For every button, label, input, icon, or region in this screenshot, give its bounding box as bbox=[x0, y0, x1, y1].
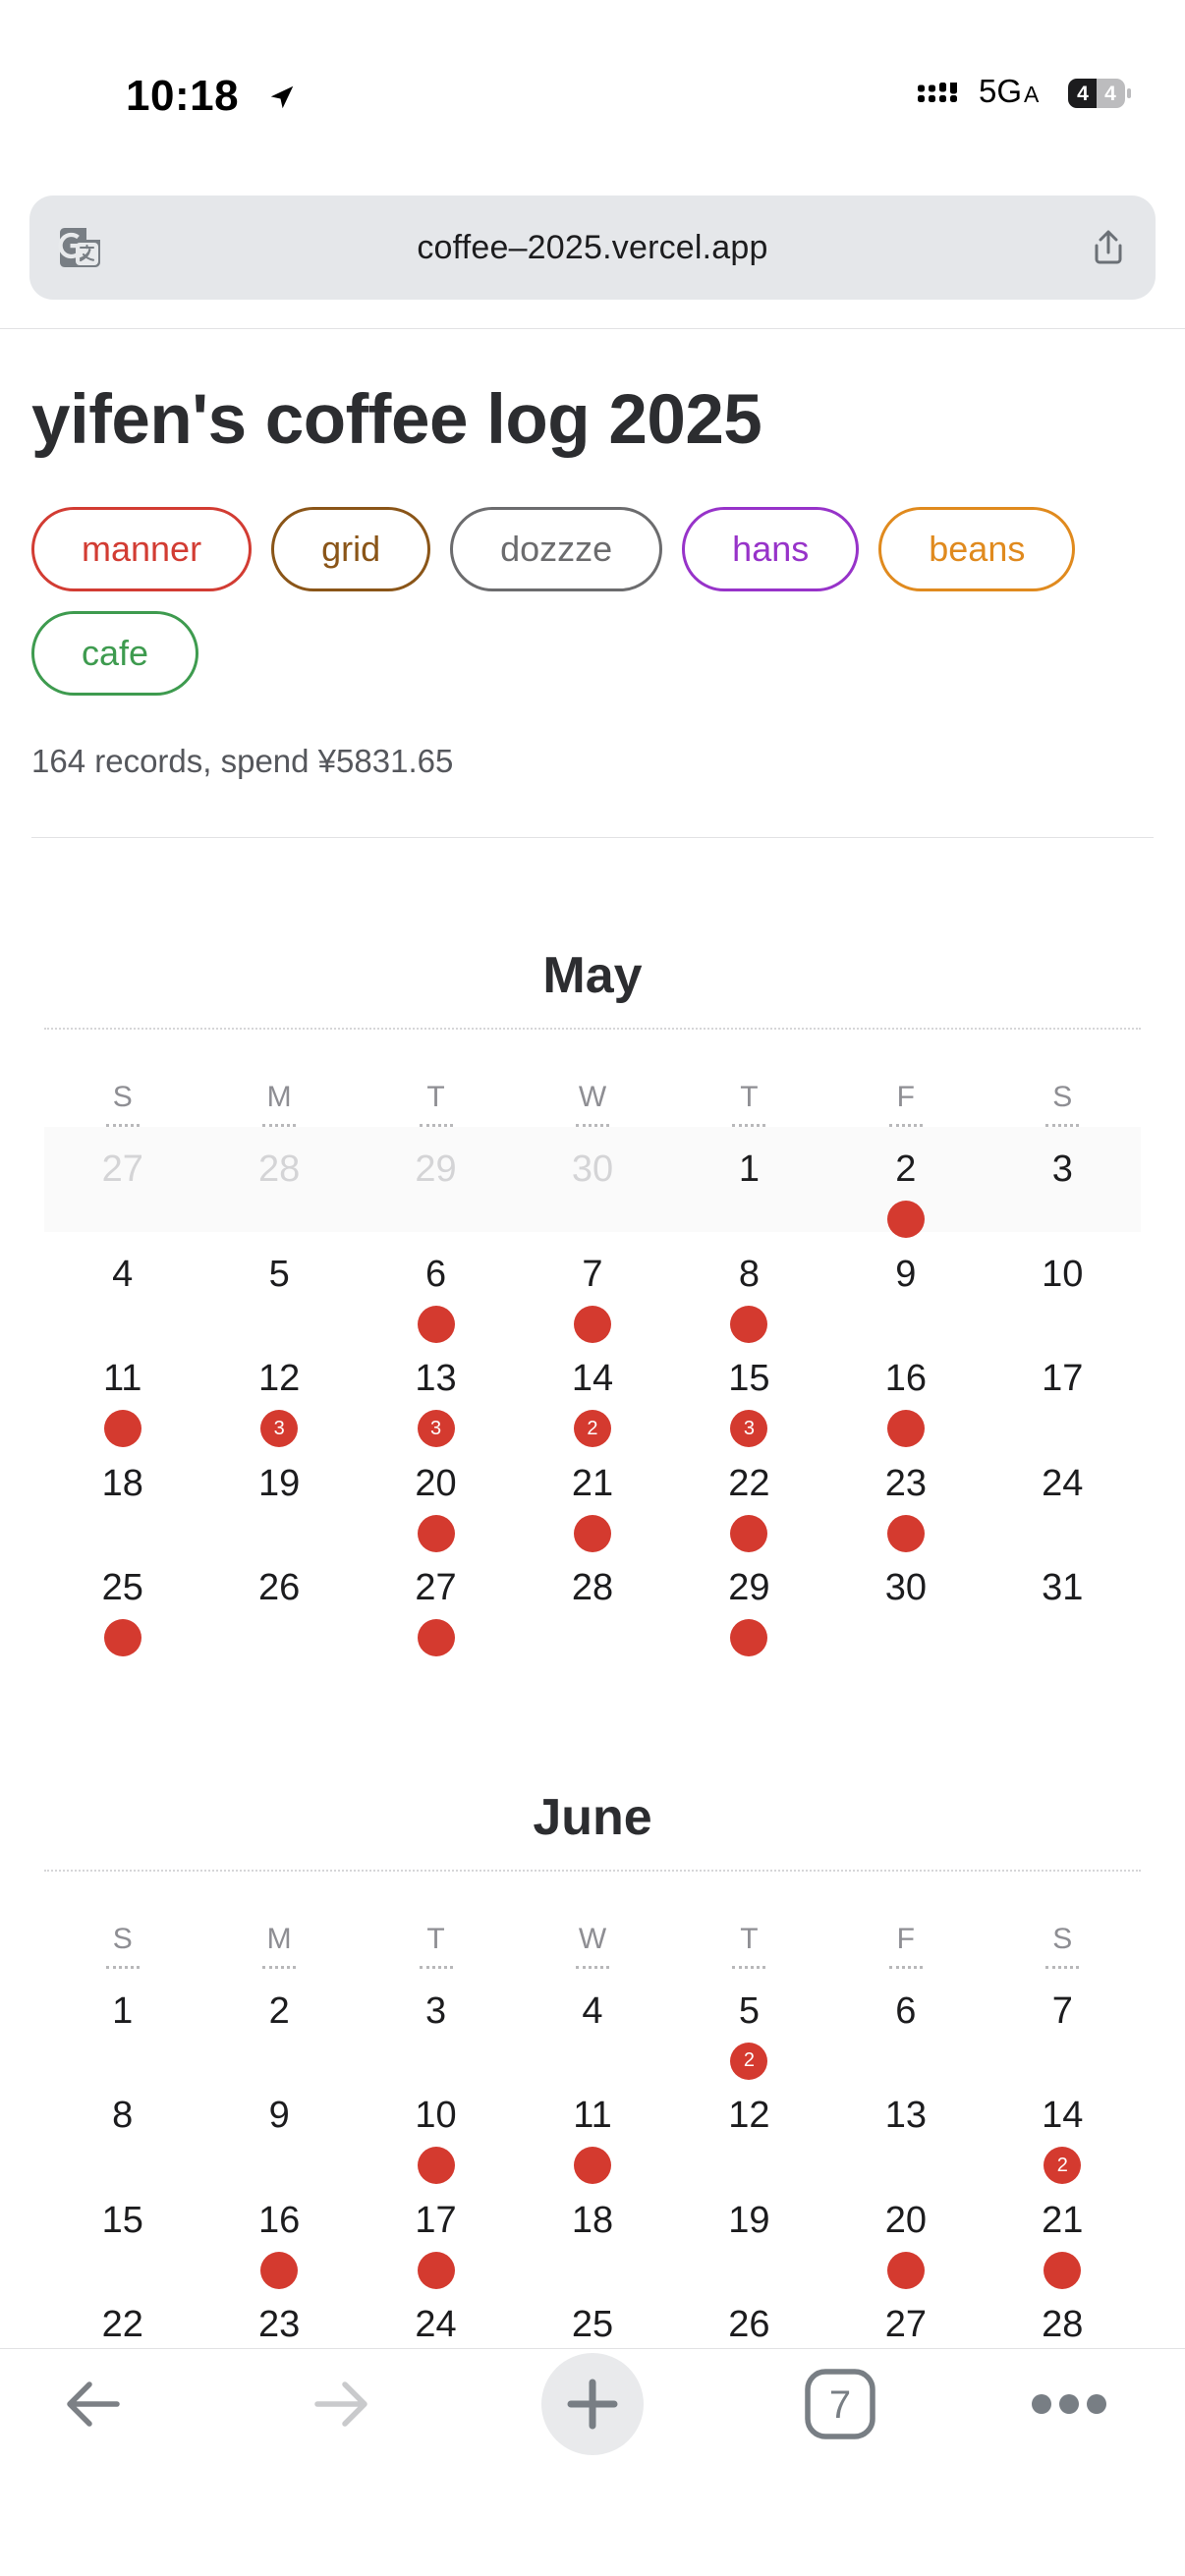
svg-text:A: A bbox=[1024, 82, 1040, 107]
svg-text:4: 4 bbox=[1077, 83, 1089, 105]
svg-text:7: 7 bbox=[829, 2383, 851, 2427]
svg-text:5G: 5G bbox=[979, 77, 1022, 109]
svg-text:4: 4 bbox=[1104, 83, 1116, 105]
